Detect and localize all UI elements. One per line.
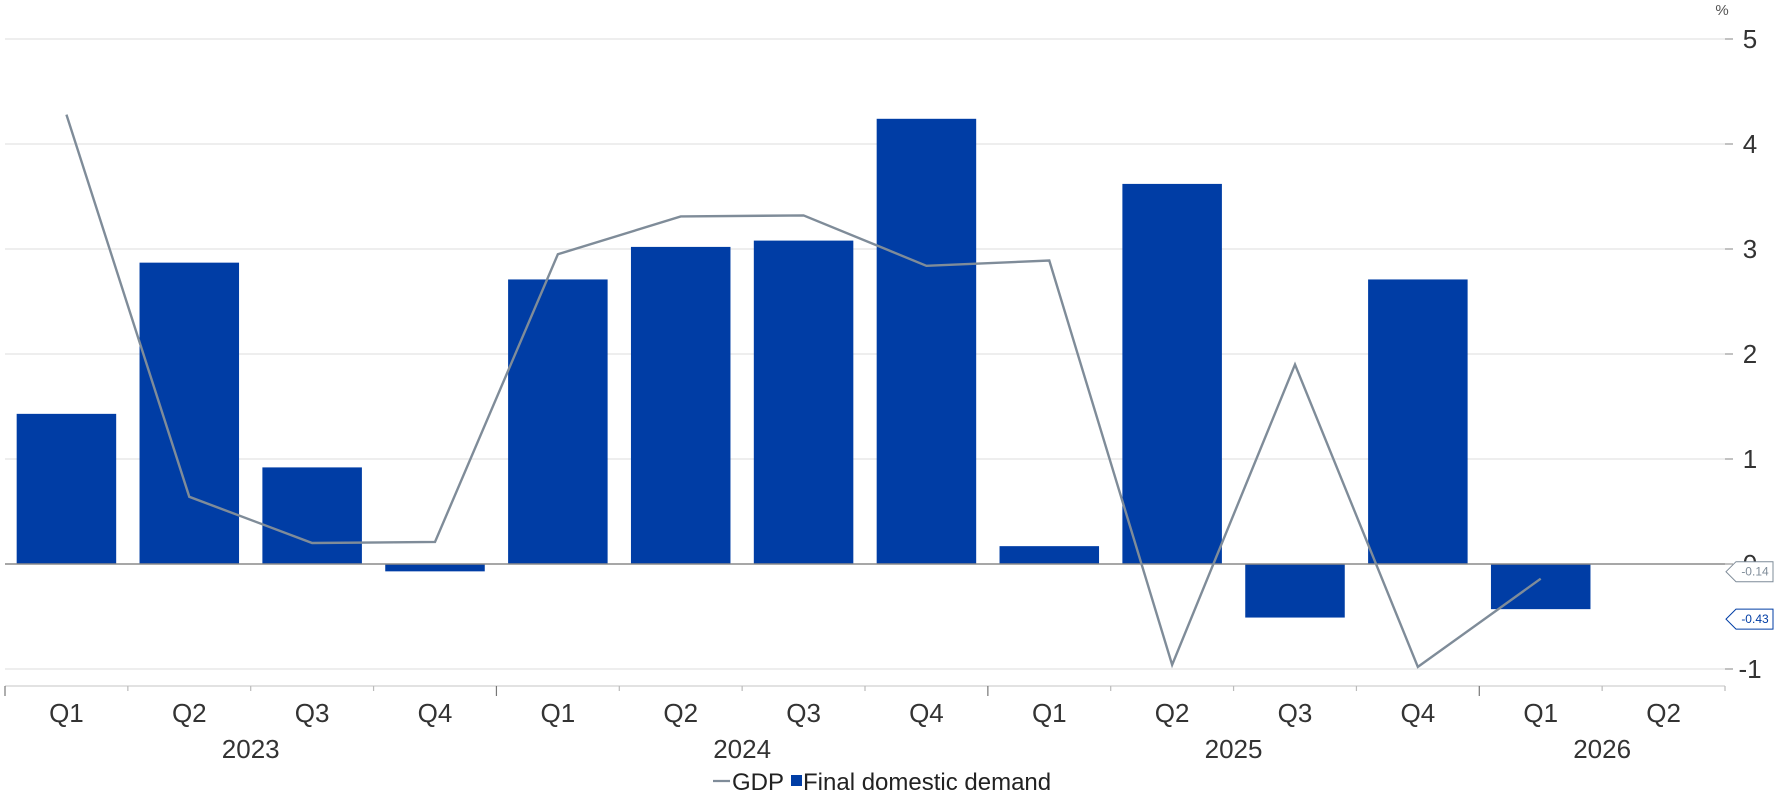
x-year-label: 2023	[222, 734, 280, 764]
end-value-tag-box	[1725, 608, 1774, 630]
x-tick-label: Q3	[295, 698, 330, 728]
y-axis-unit-label: %	[1715, 2, 1728, 19]
x-tick-label: Q4	[418, 698, 453, 728]
bar-final-domestic-demand	[139, 262, 240, 564]
bar-final-domestic-demand	[630, 246, 731, 564]
x-tick-label: Q2	[663, 698, 698, 728]
bar-final-domestic-demand	[1122, 183, 1222, 564]
bar-final-domestic-demand	[999, 546, 1100, 564]
x-tick-label: Q1	[49, 698, 84, 728]
bar-final-domestic-demand	[876, 118, 977, 565]
bar-final-domestic-demand	[16, 413, 117, 564]
x-tick-label: Q1	[1523, 698, 1558, 728]
legend-final-domestic-demand-label: Final domestic demand	[803, 769, 1051, 796]
x-tick-label: Q4	[909, 698, 944, 728]
y-tick-label: 4	[1743, 129, 1757, 159]
y-tick-label: 3	[1743, 234, 1757, 264]
line-series-gdp	[65, 114, 1542, 669]
y-tick-label: -1	[1738, 654, 1761, 684]
end-value-tag: -0.43	[1725, 608, 1774, 630]
end-value-tags: -0.14 -0.43	[1725, 561, 1774, 630]
x-tick-label: Q3	[786, 698, 821, 728]
y-tick-label: 5	[1743, 24, 1757, 54]
end-value-tag: -0.14	[1725, 561, 1774, 583]
bar-final-domestic-demand	[508, 279, 608, 564]
bar-final-domestic-demand	[1245, 564, 1345, 618]
legend: GDP Final domestic demand	[713, 769, 1051, 796]
x-tick-label: Q3	[1278, 698, 1313, 728]
legend-final-domestic-demand-swatch	[791, 775, 802, 786]
x-tick-label: Q4	[1401, 698, 1436, 728]
x-tick-label: Q1	[1032, 698, 1067, 728]
bar-final-domestic-demand	[262, 467, 362, 564]
line-gdp	[65, 114, 1542, 669]
x-tick-label: Q2	[1155, 698, 1190, 728]
x-year-label: 2024	[713, 734, 771, 764]
end-value-tag-text: -0.43	[1741, 612, 1769, 626]
bar-final-domestic-demand	[385, 564, 485, 572]
x-tick-label: Q2	[172, 698, 207, 728]
y-tick-label: 1	[1743, 444, 1757, 474]
end-value-tag-box	[1725, 561, 1774, 583]
bar-series-final-domestic-demand	[16, 118, 1591, 618]
x-year-label: 2025	[1205, 734, 1263, 764]
x-tick-label: Q2	[1646, 698, 1681, 728]
y-tick-label: 2	[1743, 339, 1757, 369]
bar-final-domestic-demand	[1368, 279, 1468, 564]
bar-final-domestic-demand	[753, 240, 854, 564]
x-year-label: 2026	[1573, 734, 1631, 764]
end-value-tag-text: -0.14	[1741, 565, 1769, 579]
axes: Q1 Q2 Q3 Q4 Q1 Q2 Q3 Q4 Q1 Q2 Q3 Q4 Q1 Q2 2023 2024 2025…	[4, 563, 1726, 764]
x-tick-label: Q1	[541, 698, 576, 728]
legend-gdp-label: GDP	[732, 769, 784, 796]
